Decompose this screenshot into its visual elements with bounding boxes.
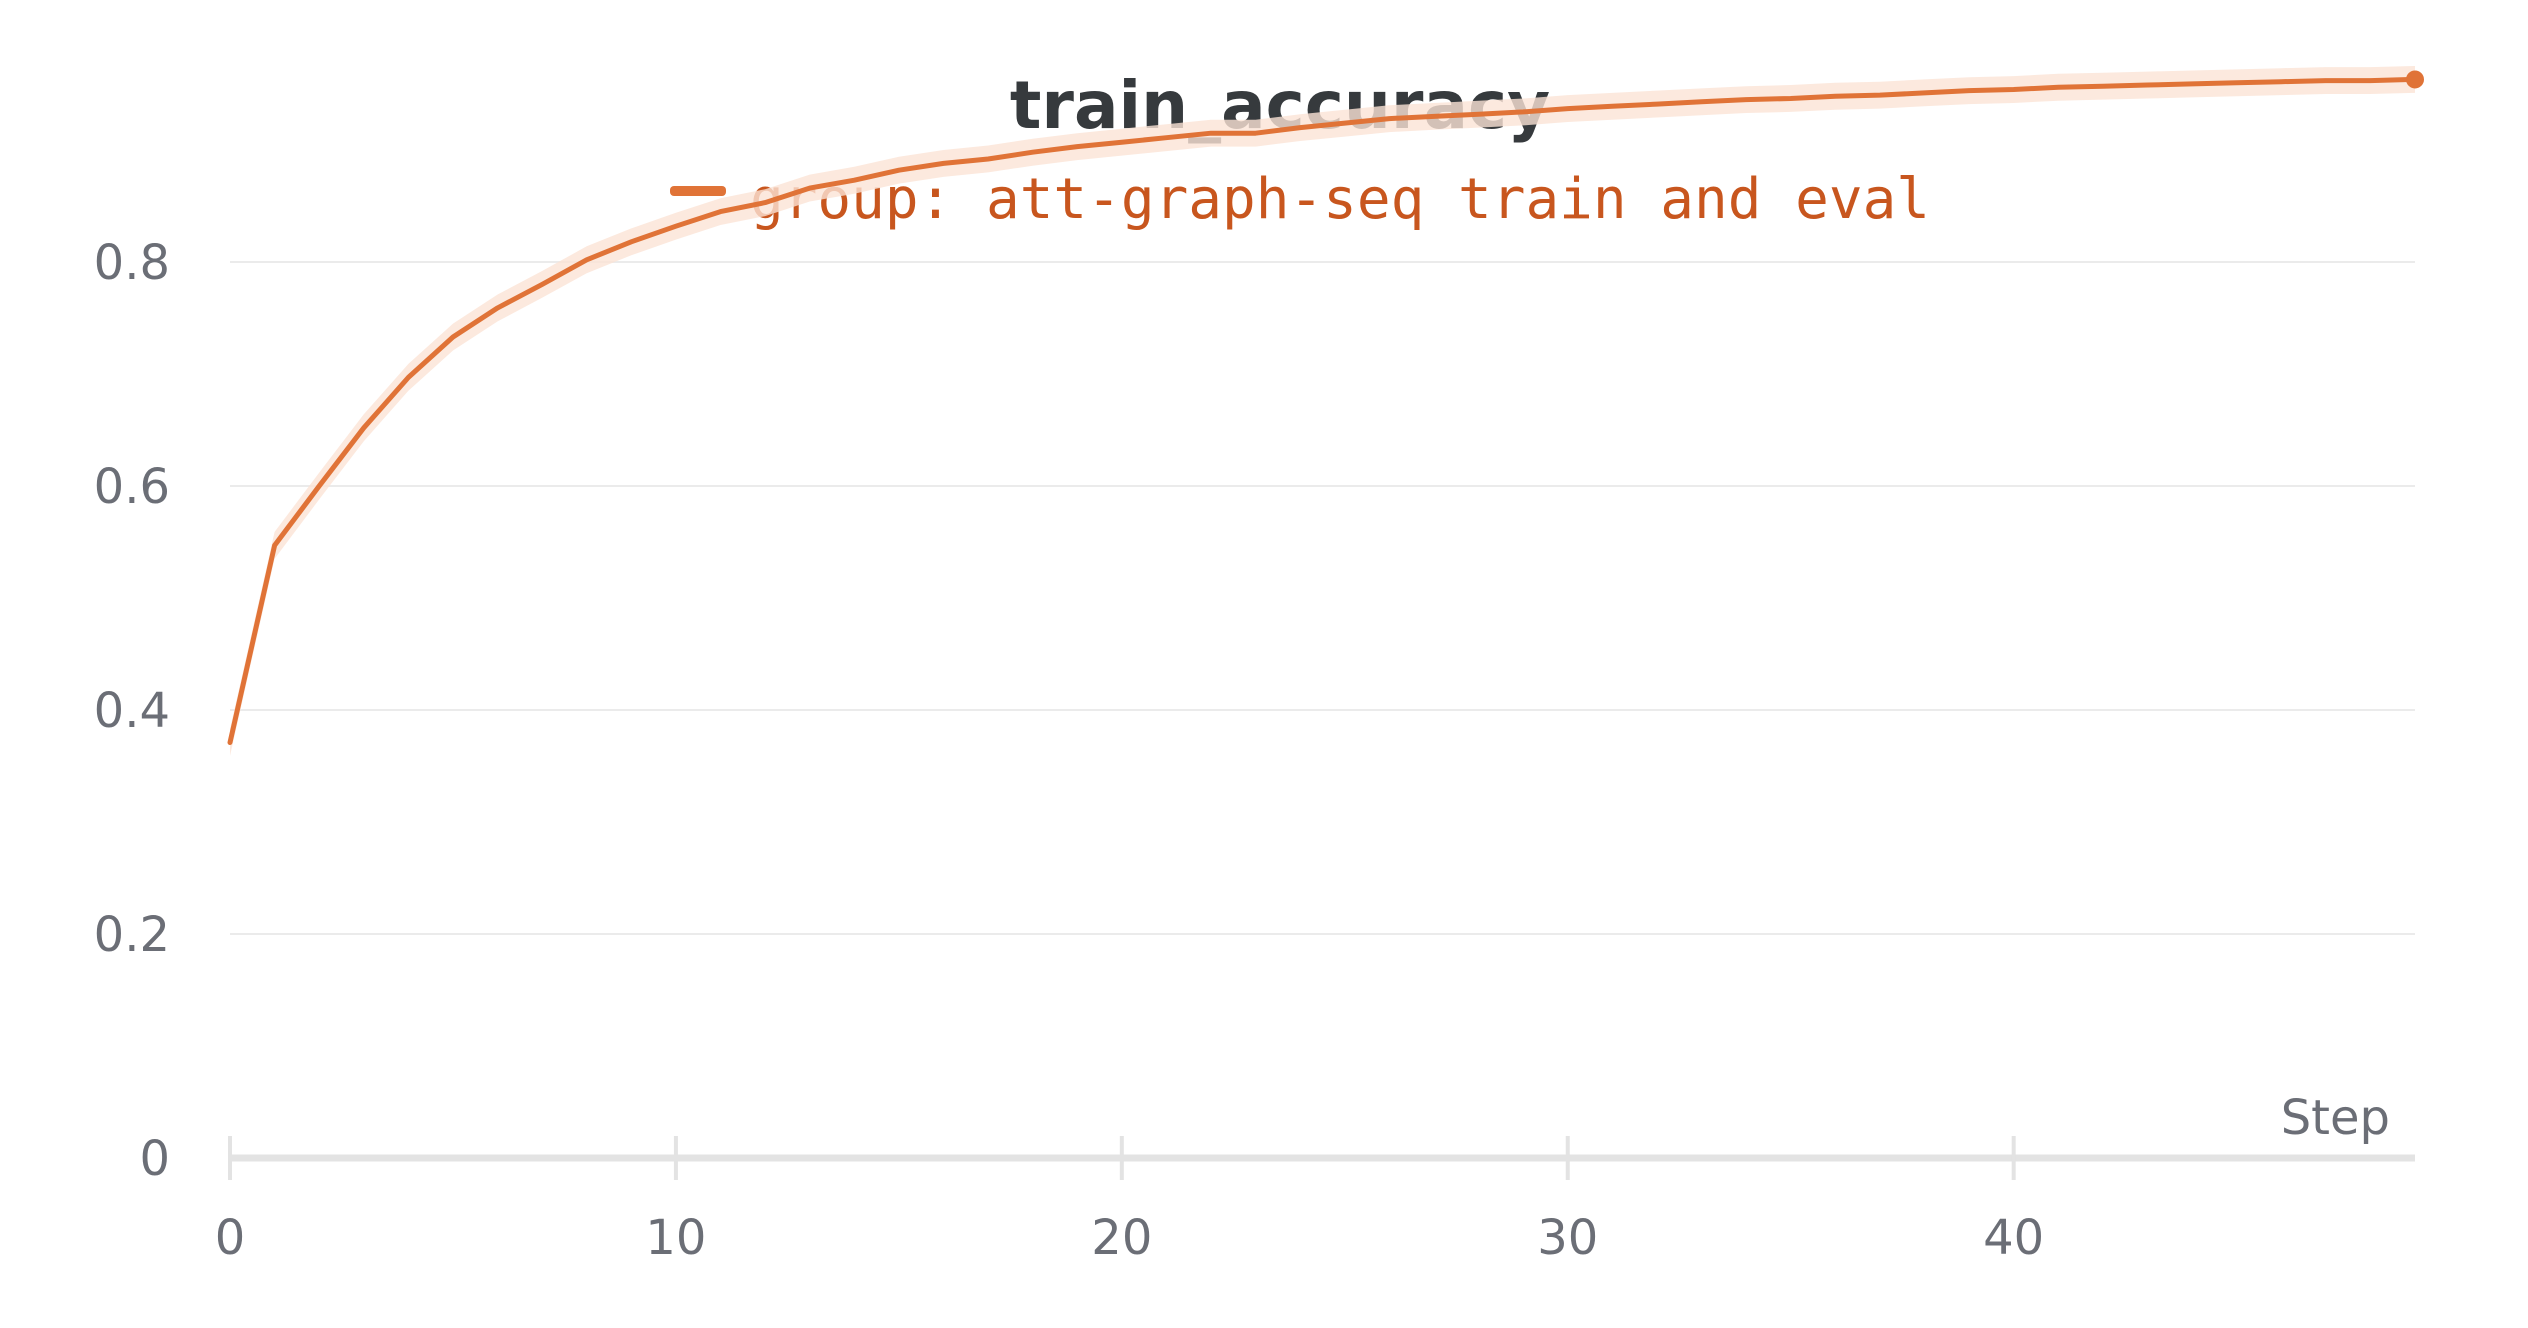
data-point[interactable] <box>581 254 593 266</box>
x-tick-label: 0 <box>215 1210 246 1266</box>
data-point[interactable] <box>1339 117 1351 129</box>
data-point[interactable] <box>893 164 905 176</box>
data-point[interactable] <box>670 220 682 232</box>
data-point[interactable] <box>625 236 637 248</box>
x-tick-label: 20 <box>1091 1210 1152 1266</box>
x-tick-label: 10 <box>645 1210 706 1266</box>
data-point[interactable] <box>492 302 504 314</box>
data-point[interactable] <box>1651 98 1663 110</box>
legend-swatch <box>670 186 726 196</box>
x-axis-label: Step <box>2281 1090 2390 1146</box>
y-tick-label: 0.8 <box>94 235 170 291</box>
data-point[interactable] <box>759 197 771 209</box>
series-end-point[interactable] <box>2406 70 2424 89</box>
data-point[interactable] <box>1562 103 1574 115</box>
data-point[interactable] <box>1383 113 1395 125</box>
data-point[interactable] <box>2097 80 2109 92</box>
data-point[interactable] <box>1473 108 1485 120</box>
data-point[interactable] <box>1874 89 1886 101</box>
data-point[interactable] <box>1205 127 1217 139</box>
data-point[interactable] <box>1294 122 1306 134</box>
data-point[interactable] <box>2275 76 2287 88</box>
plot-area[interactable] <box>224 66 2424 756</box>
data-point[interactable] <box>224 736 236 748</box>
data-point[interactable] <box>2052 81 2064 93</box>
data-point[interactable] <box>1160 132 1172 144</box>
y-tick-label: 0.4 <box>94 683 170 739</box>
data-point[interactable] <box>937 157 949 169</box>
data-point[interactable] <box>447 331 459 343</box>
data-point[interactable] <box>2320 75 2332 87</box>
data-point[interactable] <box>1740 94 1752 106</box>
x-tick-label: 30 <box>1537 1210 1598 1266</box>
data-point[interactable] <box>1071 141 1083 153</box>
data-point[interactable] <box>1517 106 1529 118</box>
data-point[interactable] <box>848 174 860 186</box>
data-point[interactable] <box>269 539 281 551</box>
y-tick-label: 0 <box>139 1131 170 1187</box>
data-point[interactable] <box>358 422 370 434</box>
data-point[interactable] <box>1963 85 1975 97</box>
data-point[interactable] <box>2008 84 2020 96</box>
data-point[interactable] <box>1918 87 1930 99</box>
data-point[interactable] <box>402 371 414 383</box>
data-point[interactable] <box>1250 127 1262 139</box>
grid <box>230 261 2415 935</box>
data-point[interactable] <box>1829 90 1841 102</box>
data-point[interactable] <box>2141 79 2153 91</box>
data-point[interactable] <box>1428 110 1440 122</box>
data-point[interactable] <box>982 153 994 165</box>
legend-label: group: att-graph-seq train and eval <box>750 167 1930 232</box>
data-point[interactable] <box>1027 146 1039 158</box>
y-tick-label: 0.2 <box>94 907 170 963</box>
y-tick-label: 0.6 <box>94 459 170 515</box>
legend[interactable]: group: att-graph-seq train and eval <box>670 167 1930 232</box>
x-tick-label: 40 <box>1983 1210 2044 1266</box>
data-point[interactable] <box>313 480 325 492</box>
series-line[interactable] <box>227 76 2418 745</box>
y-axis: 0 0.2 0.4 0.6 0.8 <box>94 235 170 1187</box>
data-point[interactable] <box>804 182 816 194</box>
data-point[interactable] <box>1116 136 1128 148</box>
data-point[interactable] <box>1785 92 1797 104</box>
data-point[interactable] <box>2364 75 2376 87</box>
data-point[interactable] <box>2186 78 2198 90</box>
data-point[interactable] <box>1696 96 1708 108</box>
data-point[interactable] <box>536 278 548 290</box>
data-point[interactable] <box>715 206 727 218</box>
data-point[interactable] <box>2231 77 2243 89</box>
data-point[interactable] <box>1606 100 1618 112</box>
x-axis: 0 10 20 30 40 <box>215 1136 2415 1266</box>
